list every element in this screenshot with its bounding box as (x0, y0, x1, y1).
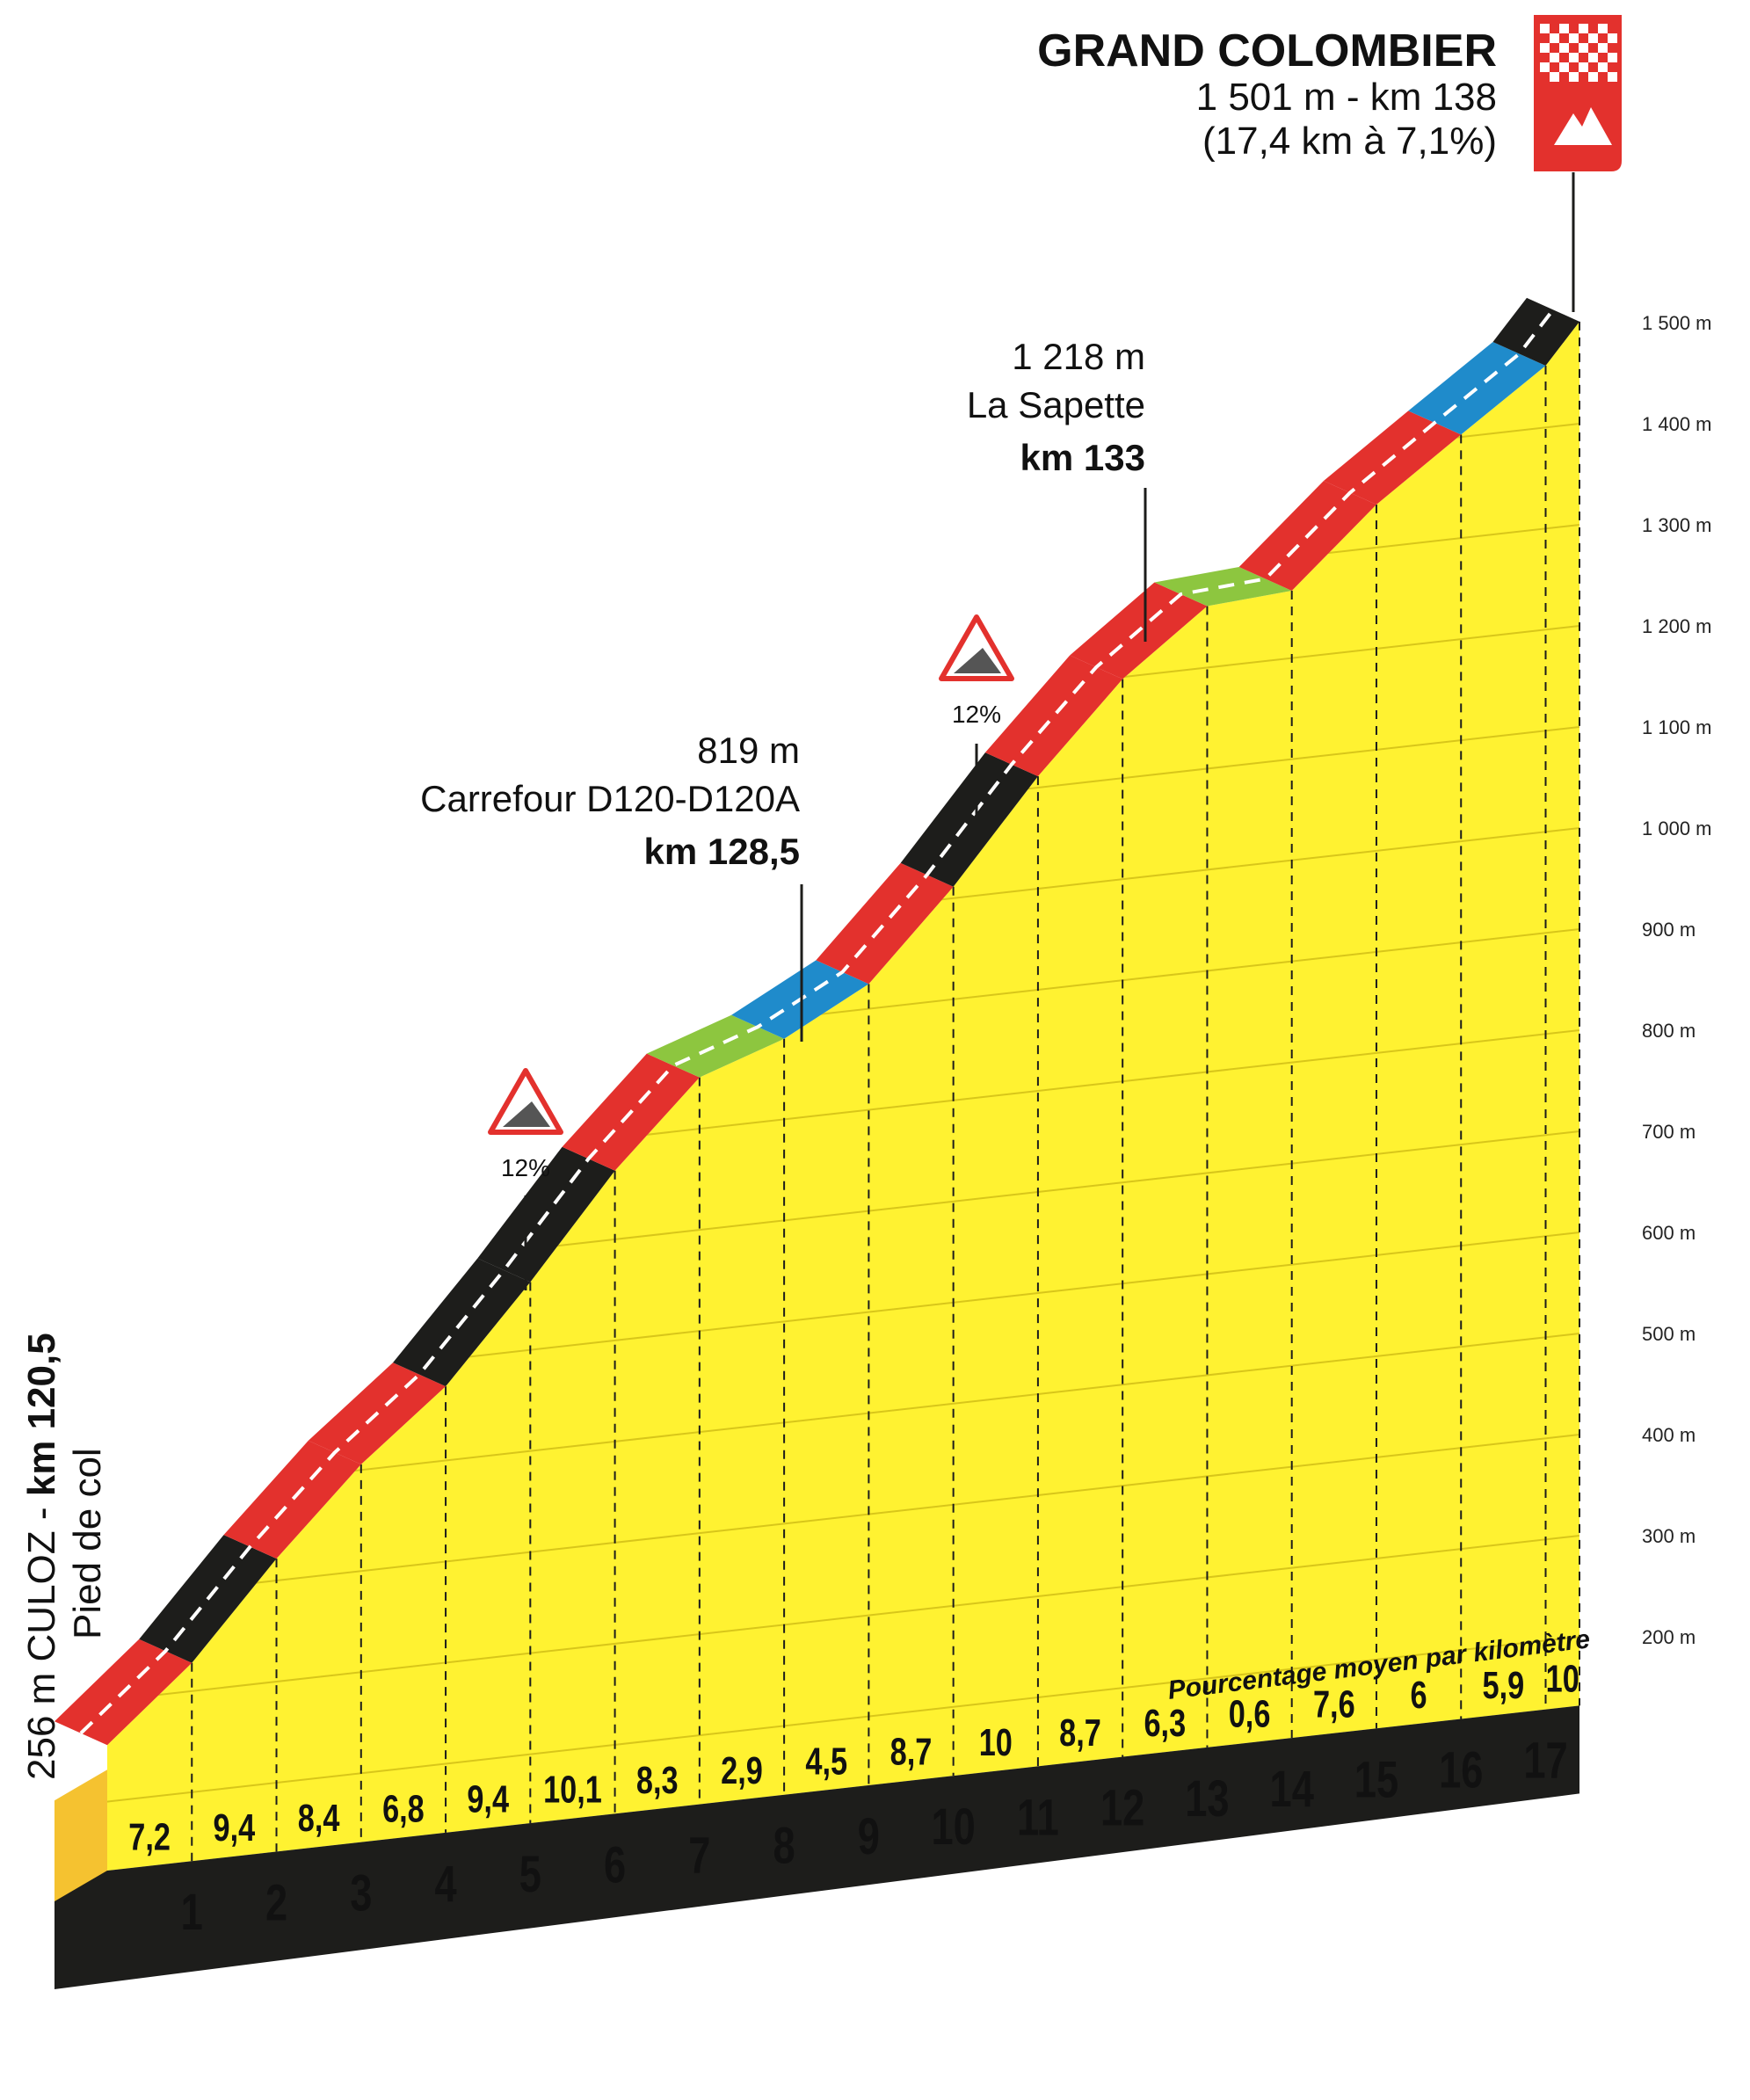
profile-fill (107, 321, 1579, 1871)
km-label: 4 (434, 1857, 456, 1914)
waypoint-altitude: 819 m (697, 730, 800, 771)
start-description: Pied de col (66, 1448, 109, 1639)
gradient-label: 6,3 (1144, 1702, 1186, 1745)
gradient-label: 7,6 (1313, 1683, 1355, 1726)
finish-flag-icon (1534, 15, 1622, 92)
road-segment (1492, 297, 1579, 366)
km-dividers (191, 321, 1580, 1862)
gradient-label: 10,1 (543, 1769, 602, 1812)
km-label: 7 (688, 1828, 710, 1885)
waypoint-name: La Sapette (967, 384, 1145, 425)
gradient-label: 8,4 (298, 1797, 340, 1840)
road-segments (54, 297, 1579, 1746)
gradient-label: 8,3 (636, 1759, 679, 1802)
km-label: 17 (1523, 1733, 1567, 1790)
y-gridline (107, 1535, 1579, 1702)
mountain-category-icon (1534, 84, 1622, 312)
km-label: 5 (519, 1847, 541, 1904)
road-segment (984, 655, 1123, 777)
gradient-label: 8,7 (890, 1731, 933, 1774)
y-tick-label: 800 m (1642, 1020, 1696, 1042)
y-gridline (107, 1434, 1579, 1601)
y-tick-label: 400 m (1642, 1424, 1696, 1446)
warning-gradient: 12% (952, 701, 1001, 728)
gradient-label: 7,2 (128, 1816, 171, 1859)
km-label: 11 (1017, 1790, 1059, 1847)
road-segment (900, 752, 1038, 887)
summit-length-gradient: (17,4 km à 7,1%) (1202, 120, 1497, 163)
gradient-label: 2,9 (721, 1749, 763, 1792)
gradient-label: 10 (979, 1721, 1013, 1764)
steep-warning-1: 12% (488, 1068, 563, 1290)
y-tick-label: 900 m (1642, 919, 1696, 941)
summit-label: GRAND COLOMBIER 1 501 m - km 138 (17,4 k… (1037, 25, 1497, 163)
waypoint-carrefour: 819 m Carrefour D120-D120A km 128,5 (420, 730, 803, 1042)
km-label: 8 (773, 1818, 795, 1875)
y-tick-label: 1 500 m (1642, 312, 1712, 334)
gradient-label: 6 (1411, 1674, 1427, 1717)
waypoint-name: Carrefour D120-D120A (420, 778, 800, 819)
y-tick-label: 1 300 m (1642, 514, 1712, 536)
km-label: 16 (1439, 1742, 1483, 1799)
start-altitude-place: 256 m CULOZ - km 120,5 (20, 1333, 63, 1780)
km-label: 1 (181, 1885, 203, 1942)
y-tick-label: 300 m (1642, 1525, 1696, 1547)
road-segment (1408, 341, 1546, 435)
profile-labels: 7,2 9,4 8,4 6,8 9,4 10,1 8,3 2,9 4,5 8,7 10 8,7 6,3 0… (128, 1658, 1579, 1942)
gradient-label: 5,9 (1483, 1664, 1525, 1707)
waypoint-km: km 133 (1020, 437, 1145, 478)
warning-triangle-icon (939, 614, 1014, 681)
gradient-label: 10 (1546, 1658, 1579, 1701)
km-label: 9 (858, 1809, 880, 1866)
km-label: 13 (1185, 1771, 1229, 1828)
road-segment (816, 862, 954, 985)
km-label: 14 (1270, 1762, 1314, 1819)
waypoint-km: km 128,5 (644, 831, 800, 872)
y-tick-label: 1 400 m (1642, 413, 1712, 435)
start-label: 256 m CULOZ - km 120,5 Pied de col (20, 1333, 109, 1780)
y-tick-label: 200 m (1642, 1626, 1696, 1648)
checkered-pattern (1540, 24, 1617, 82)
base-strip (54, 1705, 1579, 1989)
y-tick-label: 500 m (1642, 1323, 1696, 1345)
km-label: 10 (931, 1799, 975, 1857)
waypoint-la-sapette: 1 218 m La Sapette km 133 (967, 336, 1147, 642)
y-gridline (107, 1636, 1579, 1803)
y-tick-label: 1 100 m (1642, 716, 1712, 738)
altitude-gridlines: 200 m 300 m 400 m 500 m 600 m 700 m 800 m 900 m… (1642, 312, 1712, 1648)
warning-triangle-icon (488, 1068, 563, 1135)
km-label: 3 (350, 1865, 372, 1922)
gradient-label: 8,7 (1059, 1711, 1101, 1755)
km-label: 15 (1354, 1752, 1398, 1809)
gradient-label: 0,6 (1229, 1692, 1271, 1735)
km-label: 6 (604, 1837, 626, 1894)
km-label: 2 (265, 1875, 287, 1932)
summit-altitude-km: 1 501 m - km 138 (1196, 76, 1497, 119)
gradient-label: 6,8 (382, 1787, 425, 1830)
y-tick-label: 1 000 m (1642, 817, 1712, 839)
gradient-label: 9,4 (214, 1806, 256, 1849)
summit-name: GRAND COLOMBIER (1037, 25, 1497, 76)
gradient-label: 9,4 (467, 1777, 509, 1820)
road-centre-line (79, 309, 1555, 1735)
steep-warning-2: 12% (939, 614, 1014, 842)
y-tick-label: 700 m (1642, 1121, 1696, 1143)
km-label: 12 (1100, 1780, 1144, 1837)
warning-gradient: 12% (501, 1154, 550, 1181)
y-tick-label: 600 m (1642, 1222, 1696, 1244)
gradient-label: 4,5 (805, 1740, 847, 1783)
y-tick-label: 1 200 m (1642, 615, 1712, 637)
waypoint-altitude: 1 218 m (1012, 336, 1145, 377)
profile-base (54, 1705, 1579, 1989)
road-segment (223, 1440, 361, 1559)
